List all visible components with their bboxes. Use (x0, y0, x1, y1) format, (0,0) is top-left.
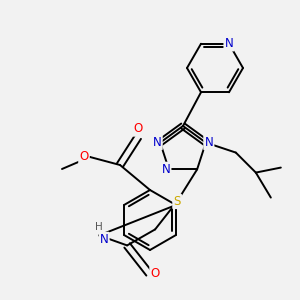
Text: O: O (151, 267, 160, 280)
Text: S: S (173, 195, 181, 208)
Text: O: O (80, 151, 88, 164)
Text: N: N (100, 233, 109, 246)
Text: N: N (161, 163, 170, 176)
Text: N: N (225, 37, 233, 50)
Text: O: O (134, 122, 142, 136)
Text: N: N (205, 136, 213, 149)
Text: H: H (95, 222, 103, 233)
Text: N: N (153, 136, 161, 149)
